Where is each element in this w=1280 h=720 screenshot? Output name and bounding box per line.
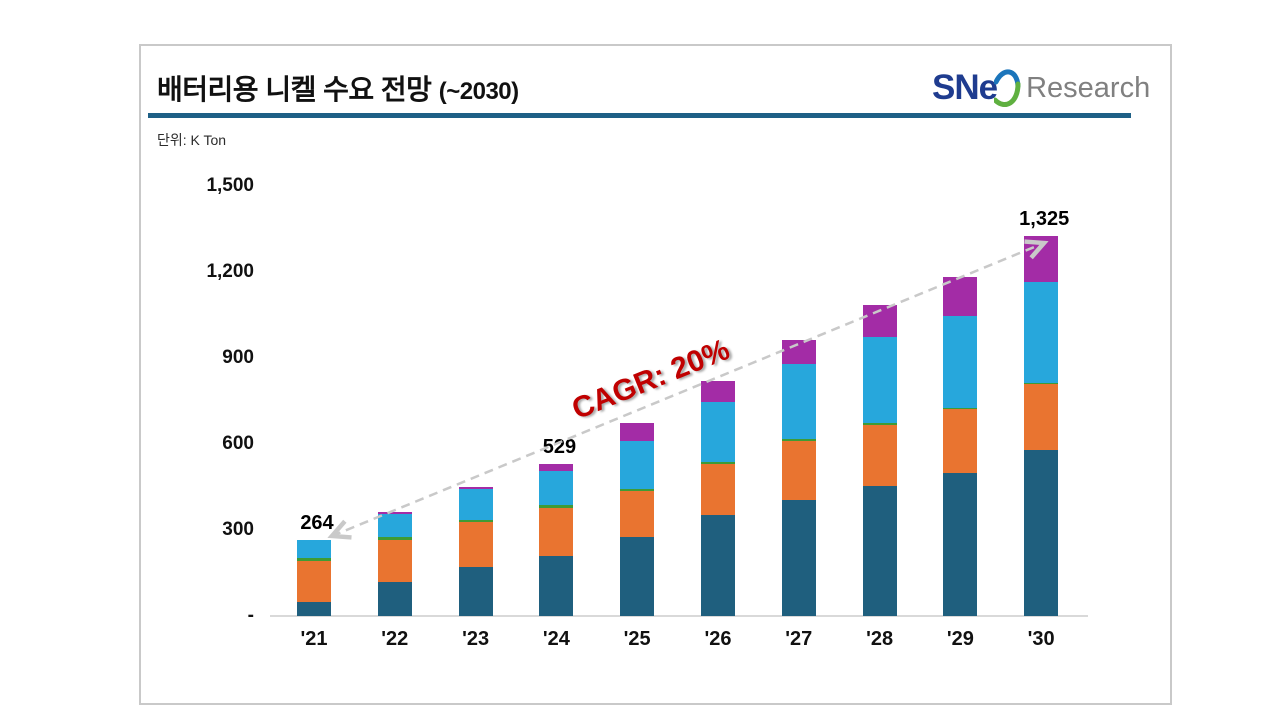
y-axis-tick-label: 300 [222, 519, 254, 540]
stacked-bar-28 [862, 305, 897, 616]
orange-segment [620, 491, 655, 538]
light-blue-segment [943, 316, 978, 408]
y-axis-tick-label: 600 [222, 433, 254, 454]
logo-swoosh-icon [994, 69, 1021, 107]
x-axis-line [270, 615, 1088, 617]
orange-segment [297, 560, 331, 602]
stacked-bar-25 [620, 423, 655, 616]
dark-teal-segment [377, 581, 412, 616]
y-axis-tick-label: 1,200 [206, 261, 254, 282]
green-segment [1024, 382, 1059, 384]
orange-segment [781, 441, 816, 500]
x-axis-label-28: '28 [866, 628, 894, 650]
orange-segment [377, 540, 412, 582]
light-blue-segment [781, 364, 816, 440]
green-segment [539, 505, 574, 508]
light-blue-segment [377, 514, 412, 537]
stacked-bar-26 [701, 380, 735, 616]
x-axis-label-30: '30 [1027, 628, 1055, 650]
dark-teal-segment [862, 485, 897, 616]
orange-segment [862, 424, 897, 486]
orange-segment [539, 507, 574, 557]
stacked-bar-29 [943, 277, 978, 616]
green-segment [458, 519, 493, 523]
x-axis-label-25: '25 [623, 628, 651, 650]
x-axis-label-27: '27 [785, 628, 813, 650]
green-segment [862, 423, 897, 425]
stacked-bar-27 [781, 339, 816, 616]
dark-teal-segment [539, 556, 574, 616]
x-axis-label-29: '29 [946, 628, 974, 650]
title-underline [148, 113, 1131, 118]
purple-segment [862, 305, 897, 338]
dark-teal-segment [1024, 449, 1059, 616]
green-segment [620, 489, 655, 492]
page-title-main: 배터리용 니켈 수요 전망 [157, 74, 432, 105]
y-axis-tick-label: - [247, 605, 254, 626]
orange-segment [701, 464, 735, 516]
dark-teal-segment [781, 499, 816, 616]
dark-teal-segment [943, 473, 978, 616]
stacked-bar-21 [297, 540, 331, 616]
purple-segment [458, 486, 493, 489]
page-title-suffix: (~2030) [438, 78, 519, 105]
stacked-bar-24 [539, 464, 574, 616]
dark-teal-segment [458, 566, 493, 616]
x-axis-label-24: '24 [542, 628, 570, 650]
logo-wordmark: SNe [932, 68, 998, 107]
light-blue-segment [297, 540, 331, 559]
green-segment [701, 461, 735, 465]
bar-value-label: 1,325 [1019, 208, 1070, 231]
sne-research-logo: SNe Research [932, 66, 1150, 110]
y-axis-tick-label: 900 [222, 347, 254, 368]
purple-segment [943, 277, 978, 317]
x-axis-label-21: '21 [300, 628, 328, 650]
purple-segment [539, 464, 574, 472]
bar-value-label: 264 [300, 512, 334, 535]
stacked-bar-22 [377, 511, 412, 616]
dark-teal-segment [620, 537, 655, 616]
light-blue-segment [620, 440, 655, 489]
purple-segment [377, 511, 412, 515]
page-title: 배터리용 니켈 수요 전망 (~2030) [157, 68, 519, 108]
y-axis-tick-label: 1,500 [206, 175, 254, 196]
green-segment [781, 439, 816, 442]
dark-teal-segment [297, 601, 331, 616]
purple-segment [1024, 236, 1059, 283]
orange-segment [458, 522, 493, 567]
green-segment [943, 407, 978, 410]
light-blue-segment [1024, 282, 1059, 383]
purple-segment [701, 380, 735, 402]
dark-teal-segment [701, 515, 735, 616]
x-axis-label-23: '23 [462, 628, 490, 650]
unit-label: 단위: K Ton [157, 132, 227, 148]
x-axis-label-22: '22 [381, 628, 409, 650]
green-segment [297, 558, 331, 561]
purple-segment [620, 423, 655, 441]
green-segment [377, 536, 412, 541]
stacked-bar-23 [458, 486, 493, 616]
orange-segment [943, 409, 978, 474]
bar-value-label: 529 [542, 436, 577, 459]
logo-suffix: Research [1026, 71, 1151, 104]
light-blue-segment [458, 489, 493, 520]
light-blue-segment [539, 471, 574, 506]
x-axis-label-26: '26 [704, 628, 732, 650]
orange-segment [1024, 383, 1059, 450]
light-blue-segment [862, 337, 897, 424]
purple-segment [781, 339, 816, 365]
stacked-bar-30 [1024, 236, 1059, 616]
light-blue-segment [701, 401, 735, 462]
